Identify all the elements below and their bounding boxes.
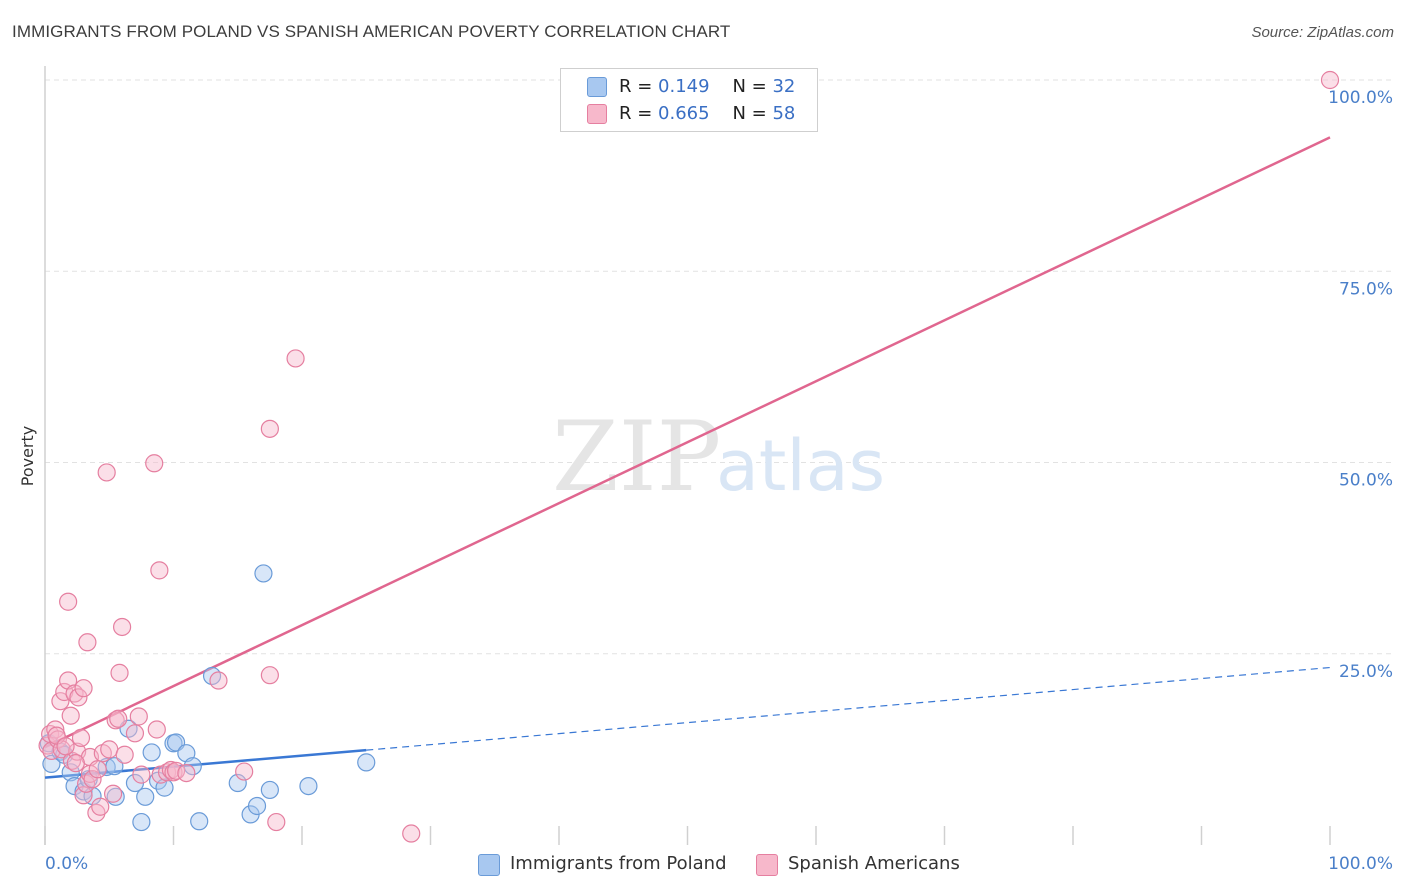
point-spanish <box>51 692 70 711</box>
point-spanish <box>402 824 421 843</box>
point-spanish <box>97 463 116 482</box>
point-poland <box>260 780 279 800</box>
point-spanish <box>56 737 75 756</box>
legend-n-label: N = <box>732 76 767 97</box>
point-spanish <box>69 688 88 707</box>
point-spanish <box>66 754 85 773</box>
point-poland <box>42 754 61 774</box>
point-spanish <box>100 740 119 759</box>
x-tick-label: 0.0% <box>45 854 88 874</box>
point-spanish <box>260 666 279 685</box>
point-spanish <box>1320 70 1340 90</box>
point-spanish <box>61 706 80 725</box>
bottom-legend-label-poland: Immigrants from Poland <box>510 853 727 874</box>
legend-r-value-spanish: 0.665 <box>658 103 710 124</box>
point-spanish <box>286 349 305 368</box>
axes <box>44 66 1331 845</box>
bottom-swatch-spanish <box>756 854 778 876</box>
point-poland <box>61 763 80 782</box>
point-spanish <box>260 419 279 438</box>
legend-n-value-poland: 32 <box>772 76 796 97</box>
legend-n-value-spanish: 58 <box>772 103 796 124</box>
point-poland <box>357 753 376 772</box>
point-spanish <box>77 774 96 793</box>
legend-swatch-poland <box>587 77 607 97</box>
trend-line-poland-extension <box>366 666 1331 751</box>
legend-n-label: N = <box>732 103 767 124</box>
x-tick-label: 100.0% <box>1328 854 1393 874</box>
point-spanish <box>88 760 107 779</box>
point-poland <box>183 757 202 776</box>
point-spanish <box>125 724 145 743</box>
y-tick-label: 100.0% <box>1328 88 1393 108</box>
x-tick-labels: 0.0% 100.0% <box>45 854 1393 874</box>
point-spanish <box>115 745 134 764</box>
stats-legend: R = 0.149 N = 32 R = 0.665 N = 58 <box>560 68 818 132</box>
chart-title: IMMIGRANTS FROM POLAND VS SPANISH AMERIC… <box>12 22 731 41</box>
legend-r-value-poland: 0.149 <box>658 76 710 97</box>
point-spanish <box>132 765 151 784</box>
point-spanish <box>110 663 129 682</box>
point-poland <box>202 666 222 686</box>
y-axis-label: Poverty <box>18 426 37 487</box>
point-spanish <box>145 454 164 473</box>
y-tick-label: 50.0% <box>1339 471 1393 491</box>
watermark-atlas: atlas <box>716 425 885 507</box>
point-poland <box>106 787 125 806</box>
bottom-legend-label-spanish: Spanish Americans <box>788 853 960 874</box>
y-tick-label: 25.0% <box>1339 662 1393 682</box>
point-spanish <box>267 812 286 832</box>
point-spanish <box>91 797 110 816</box>
point-poland <box>136 787 155 806</box>
bottom-swatch-poland <box>478 854 500 876</box>
point-spanish <box>112 617 132 637</box>
point-spanish <box>129 707 148 726</box>
point-spanish <box>104 784 123 803</box>
point-spanish <box>177 763 196 783</box>
point-poland <box>228 773 247 793</box>
legend-r-label: R = <box>619 76 653 97</box>
watermark-zip: ZIP <box>552 401 721 513</box>
data-points <box>38 70 1340 843</box>
point-spanish <box>59 592 78 611</box>
point-spanish <box>209 671 228 690</box>
legend-r-label: R = <box>619 103 653 124</box>
point-poland <box>142 743 161 762</box>
point-spanish <box>74 679 93 698</box>
point-poland <box>299 776 318 796</box>
point-poland <box>132 812 151 832</box>
point-spanish <box>83 770 102 789</box>
watermark: ZIP atlas <box>552 401 885 513</box>
point-spanish <box>71 728 91 748</box>
source-label: Source: ZipAtlas.com <box>1251 24 1394 41</box>
point-poland <box>254 564 273 583</box>
point-spanish <box>147 720 166 739</box>
point-poland <box>190 812 209 831</box>
point-spanish <box>235 762 254 781</box>
point-poland <box>247 796 267 816</box>
point-spanish <box>78 633 97 652</box>
point-spanish <box>150 561 169 580</box>
point-spanish <box>109 709 128 728</box>
point-spanish <box>74 786 93 805</box>
grid-lines <box>45 79 1392 655</box>
y-tick-label: 75.0% <box>1339 279 1393 299</box>
legend-swatch-spanish <box>587 104 607 124</box>
point-spanish <box>161 760 181 780</box>
y-tick-labels: 25.0% 50.0% 75.0% 100.0% <box>1328 88 1393 682</box>
trend-line-spanish <box>44 136 1331 749</box>
